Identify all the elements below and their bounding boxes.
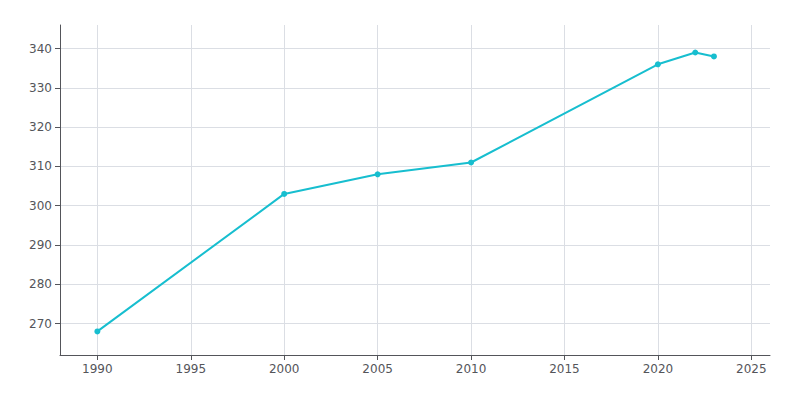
svg-text:270: 270 xyxy=(29,317,52,331)
svg-text:2025: 2025 xyxy=(736,362,767,376)
svg-text:320: 320 xyxy=(29,120,52,134)
svg-text:2005: 2005 xyxy=(362,362,393,376)
svg-text:290: 290 xyxy=(29,238,52,252)
svg-text:2000: 2000 xyxy=(269,362,300,376)
svg-text:340: 340 xyxy=(29,42,52,56)
svg-text:310: 310 xyxy=(29,159,52,173)
svg-text:2020: 2020 xyxy=(643,362,674,376)
svg-text:280: 280 xyxy=(29,277,52,291)
svg-text:330: 330 xyxy=(29,81,52,95)
svg-text:1995: 1995 xyxy=(176,362,207,376)
svg-text:2010: 2010 xyxy=(456,362,487,376)
svg-text:2015: 2015 xyxy=(549,362,580,376)
svg-text:300: 300 xyxy=(29,199,52,213)
svg-text:1990: 1990 xyxy=(82,362,113,376)
